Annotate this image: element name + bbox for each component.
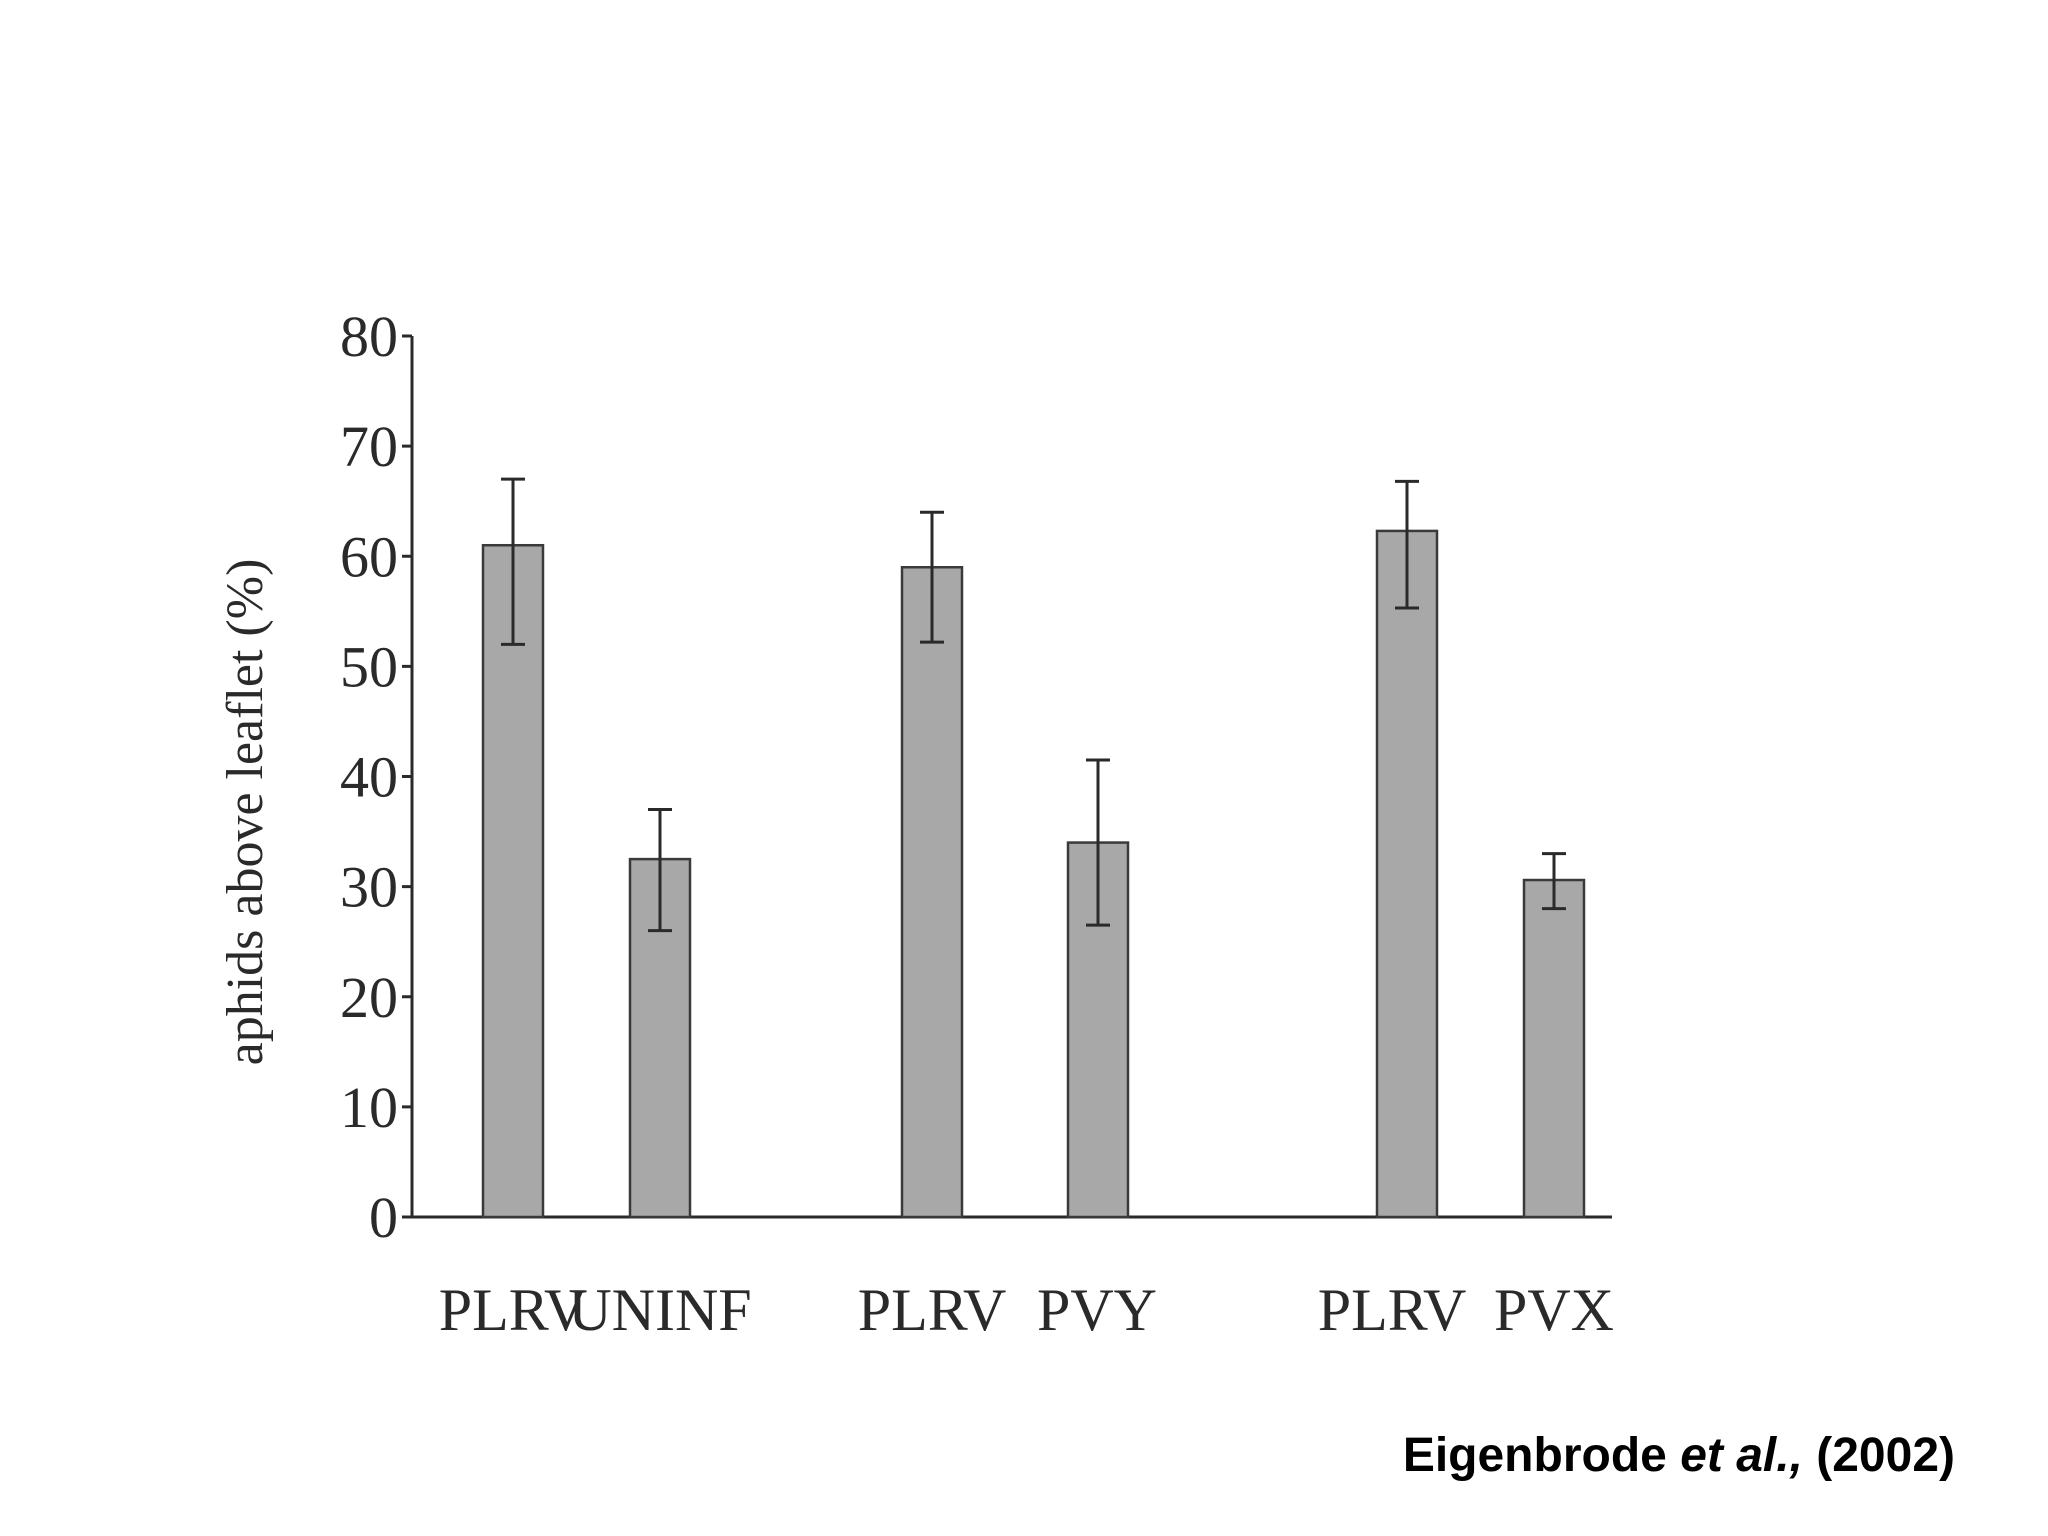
- citation-year: (2002): [1816, 1429, 1955, 1482]
- x-category-label: PLRV: [1318, 1277, 1467, 1343]
- y-tick-label: 60: [340, 524, 398, 589]
- y-tick-label: 80: [340, 304, 398, 369]
- bar: [1375, 529, 1439, 1219]
- chart-bars: [481, 477, 1586, 1219]
- y-tick-label: 70: [340, 414, 398, 479]
- citation: Eigenbrode et al., (2002): [1403, 1428, 1955, 1483]
- bar: [900, 566, 964, 1219]
- y-axis-label: aphids above leaflet (%): [217, 559, 274, 1066]
- x-category-label: PVY: [1037, 1277, 1157, 1343]
- x-category-label: UNINF: [568, 1277, 751, 1343]
- y-tick-label: 40: [340, 745, 398, 810]
- citation-author: Eigenbrode: [1402, 1429, 1667, 1482]
- bar: [1522, 878, 1586, 1219]
- y-tick-label: 0: [369, 1185, 398, 1250]
- y-tick-label: 50: [340, 634, 398, 699]
- y-tick-label: 20: [340, 965, 398, 1030]
- x-category-label: PLRV: [858, 1277, 1007, 1343]
- y-tick-label: 10: [340, 1075, 398, 1140]
- y-ticks: 0 10 20 30 40 50 60 70 80: [340, 304, 412, 1250]
- x-category-label: PLRV: [439, 1277, 588, 1343]
- x-category-label: PVX: [1494, 1277, 1614, 1343]
- citation-etal: et al.,: [1680, 1429, 1803, 1482]
- y-tick-label: 30: [340, 855, 398, 920]
- bar: [481, 543, 545, 1219]
